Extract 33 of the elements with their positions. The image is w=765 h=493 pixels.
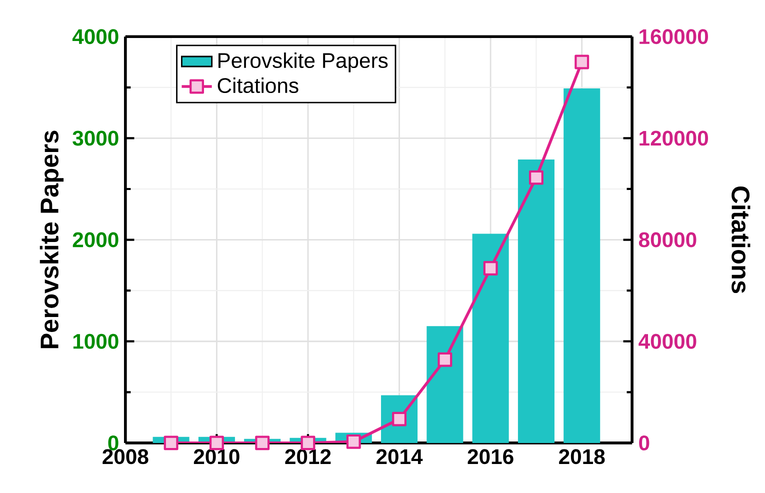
y-tick-label: 3000	[72, 130, 118, 146]
x-tick-label: 2012	[285, 449, 331, 464]
bar	[564, 88, 600, 443]
point	[346, 434, 361, 449]
y-tick-label: 1000	[73, 334, 118, 349]
point	[483, 260, 498, 276]
y2-tick-label: 80000	[638, 232, 696, 248]
y2-tick-label: 160000	[640, 29, 708, 44]
point	[574, 54, 590, 70]
y-axis-title: Perovskite Papers	[40, 130, 64, 348]
bar	[472, 234, 509, 443]
x-tick-label: 2008	[102, 449, 148, 464]
bar	[426, 326, 464, 443]
x-tick-label: 2014	[376, 449, 423, 464]
legend-label: Perovskite Papers	[218, 52, 388, 72]
x-tick-label: 2016	[468, 449, 514, 464]
point	[300, 436, 316, 450]
point	[528, 170, 544, 185]
y2-tick-label: 40000	[638, 334, 696, 349]
point	[164, 436, 178, 450]
bar	[518, 159, 554, 443]
point	[438, 352, 452, 367]
y-tick-label: 4000	[72, 29, 118, 44]
x-tick-label: 2010	[194, 449, 240, 464]
y-tick-label: 0	[108, 435, 118, 450]
x-tick-label: 2018	[559, 449, 605, 464]
y-tick-label: 2000	[72, 232, 118, 248]
legend-label: Citations	[218, 78, 298, 94]
y2-tick-label: 0	[639, 435, 650, 450]
point	[209, 436, 224, 450]
point	[255, 436, 270, 450]
y2-tick-label: 120000	[640, 130, 708, 146]
y2-axis-title: Citations	[732, 186, 750, 294]
